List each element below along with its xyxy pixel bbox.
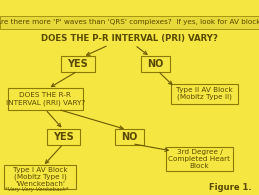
FancyBboxPatch shape <box>8 88 83 110</box>
Text: DOES THE P-R INTERVAL (PRI) VARY?: DOES THE P-R INTERVAL (PRI) VARY? <box>41 34 218 43</box>
FancyBboxPatch shape <box>141 56 170 72</box>
Text: NO: NO <box>121 132 138 142</box>
FancyBboxPatch shape <box>115 129 144 144</box>
FancyBboxPatch shape <box>171 84 238 104</box>
Text: *Very Very Venkebach*: *Very Very Venkebach* <box>5 187 69 192</box>
FancyBboxPatch shape <box>0 16 259 29</box>
FancyBboxPatch shape <box>4 165 76 189</box>
FancyBboxPatch shape <box>166 147 233 171</box>
Text: NO: NO <box>147 59 164 69</box>
FancyBboxPatch shape <box>47 129 80 144</box>
Text: YES: YES <box>67 59 88 69</box>
Text: 3rd Degree /
Completed Heart
Block: 3rd Degree / Completed Heart Block <box>168 149 231 169</box>
Text: Type II AV Block
(Mobitz Type II): Type II AV Block (Mobitz Type II) <box>176 87 233 100</box>
Text: Are there more 'P' waves than 'QRS' complexes?  If yes, look for AV block.: Are there more 'P' waves than 'QRS' comp… <box>0 20 259 25</box>
Text: YES: YES <box>53 132 74 142</box>
FancyBboxPatch shape <box>61 56 95 72</box>
Text: Figure 1.: Figure 1. <box>208 183 251 192</box>
Text: Type I AV Block
(Mobitz Type I)
'Wenckebach': Type I AV Block (Mobitz Type I) 'Wenckeb… <box>13 167 67 187</box>
Text: DOES THE R-R
INTERVAL (RRI) VARY?: DOES THE R-R INTERVAL (RRI) VARY? <box>6 92 85 106</box>
